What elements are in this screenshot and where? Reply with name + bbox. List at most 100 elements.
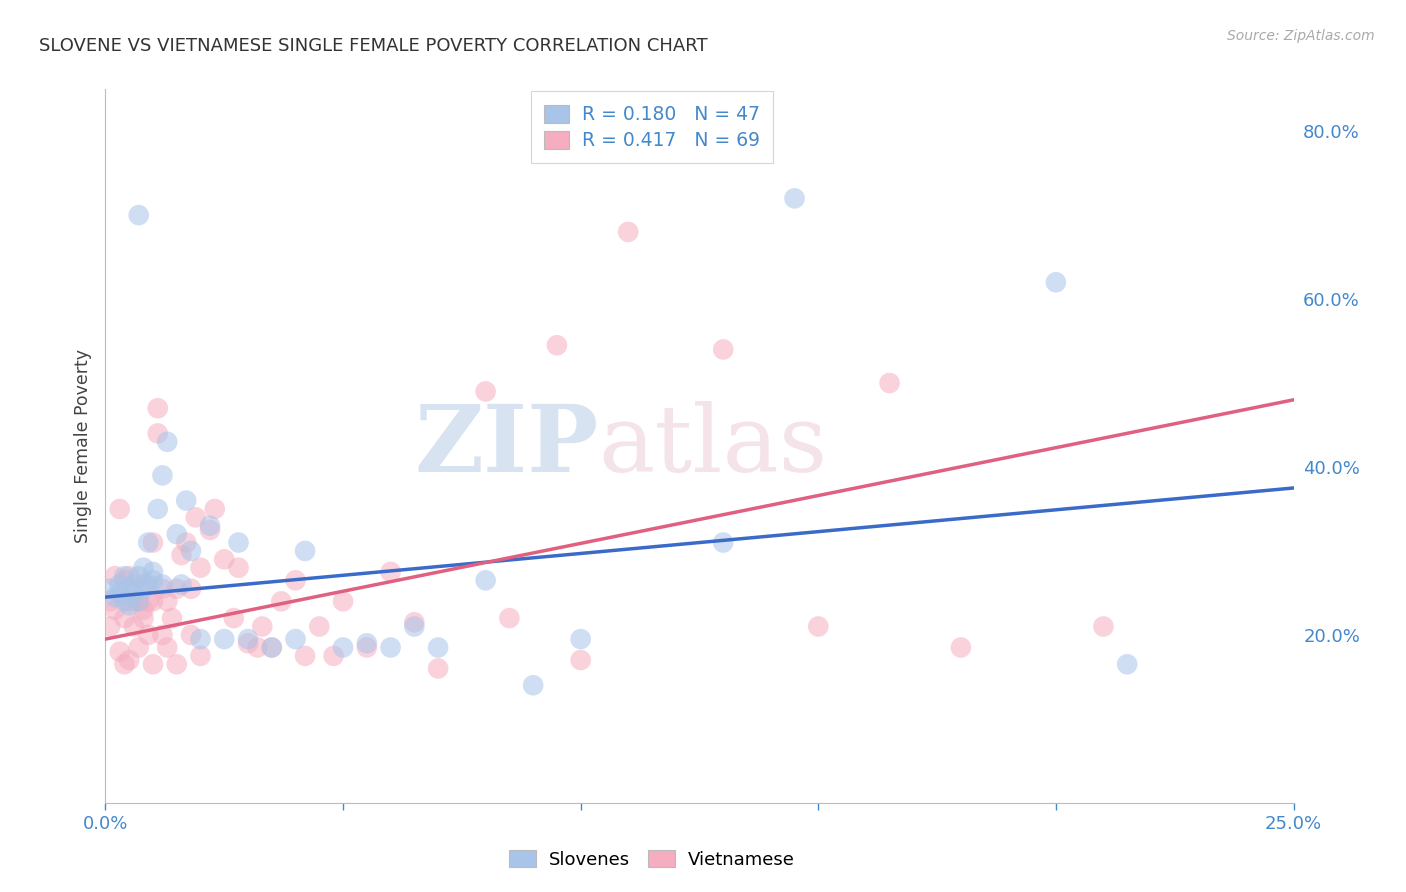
Point	[108, 502, 131, 516]
Point	[190, 632, 212, 646]
Point	[427, 661, 450, 675]
Point	[146, 426, 169, 441]
Point	[260, 640, 283, 655]
Point	[142, 565, 165, 579]
Point	[184, 510, 207, 524]
Point	[166, 582, 188, 596]
Point	[146, 502, 169, 516]
Legend: Slovenes, Vietnamese: Slovenes, Vietnamese	[502, 843, 801, 876]
Point	[617, 225, 640, 239]
Point	[322, 648, 344, 663]
Point	[204, 502, 226, 516]
Point	[294, 648, 316, 663]
Point	[246, 640, 269, 655]
Point	[142, 535, 165, 549]
Point	[136, 535, 159, 549]
Point	[174, 535, 197, 549]
Point	[108, 586, 131, 600]
Point	[118, 594, 141, 608]
Point	[152, 628, 174, 642]
Text: atlas: atlas	[599, 401, 828, 491]
Point	[252, 619, 274, 633]
Point	[711, 535, 734, 549]
Point	[236, 632, 259, 646]
Point	[498, 611, 520, 625]
Point	[152, 577, 174, 591]
Point	[160, 611, 183, 625]
Point	[380, 640, 402, 655]
Point	[132, 611, 155, 625]
Point	[156, 434, 179, 449]
Point	[949, 640, 972, 655]
Point	[114, 594, 136, 608]
Point	[180, 582, 202, 596]
Point	[128, 569, 150, 583]
Point	[108, 577, 131, 591]
Point	[222, 611, 245, 625]
Point	[284, 632, 307, 646]
Point	[569, 632, 592, 646]
Point	[404, 615, 426, 630]
Point	[308, 619, 330, 633]
Point	[228, 560, 250, 574]
Point	[236, 636, 259, 650]
Point	[108, 645, 131, 659]
Point	[166, 527, 188, 541]
Point	[356, 636, 378, 650]
Point	[104, 590, 127, 604]
Point	[228, 535, 250, 549]
Point	[180, 544, 202, 558]
Point	[136, 577, 159, 591]
Point	[128, 208, 150, 222]
Point	[332, 594, 354, 608]
Point	[114, 574, 136, 588]
Point	[142, 657, 165, 672]
Point	[98, 594, 121, 608]
Point	[122, 586, 145, 600]
Point	[284, 574, 307, 588]
Point	[427, 640, 450, 655]
Point	[190, 560, 212, 574]
Point	[404, 619, 426, 633]
Point	[356, 640, 378, 655]
Text: ZIP: ZIP	[415, 401, 599, 491]
Point	[128, 594, 150, 608]
Point	[132, 582, 155, 596]
Point	[198, 523, 221, 537]
Point	[474, 384, 496, 399]
Point	[214, 632, 236, 646]
Point	[180, 628, 202, 642]
Point	[807, 619, 830, 633]
Point	[166, 657, 188, 672]
Point	[170, 548, 193, 562]
Point	[104, 603, 127, 617]
Point	[214, 552, 236, 566]
Point	[98, 619, 121, 633]
Point	[118, 653, 141, 667]
Point	[190, 648, 212, 663]
Point	[98, 582, 121, 596]
Point	[783, 191, 806, 205]
Point	[260, 640, 283, 655]
Point	[118, 599, 141, 613]
Point	[136, 628, 159, 642]
Point	[174, 493, 197, 508]
Point	[1092, 619, 1115, 633]
Point	[122, 619, 145, 633]
Point	[128, 594, 150, 608]
Point	[879, 376, 901, 390]
Point	[118, 582, 141, 596]
Y-axis label: Single Female Poverty: Single Female Poverty	[73, 349, 91, 543]
Point	[152, 468, 174, 483]
Point	[474, 574, 496, 588]
Point	[170, 577, 193, 591]
Point	[122, 577, 145, 591]
Point	[156, 594, 179, 608]
Point	[156, 640, 179, 655]
Point	[270, 594, 292, 608]
Point	[198, 518, 221, 533]
Text: Source: ZipAtlas.com: Source: ZipAtlas.com	[1227, 29, 1375, 44]
Point	[1045, 275, 1067, 289]
Point	[114, 657, 136, 672]
Point	[132, 577, 155, 591]
